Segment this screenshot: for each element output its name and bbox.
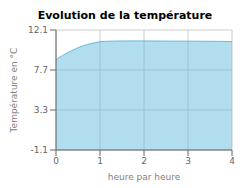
svg-text:Température en °C: Température en °C [9, 48, 19, 134]
svg-text:3: 3 [185, 156, 191, 166]
svg-text:0: 0 [53, 156, 59, 166]
svg-text:4: 4 [229, 156, 235, 166]
svg-text:3.3: 3.3 [34, 105, 48, 115]
svg-text:7.7: 7.7 [34, 65, 48, 75]
svg-text:-1.1: -1.1 [30, 145, 48, 155]
html-text:Evolution de la température: Evolution de la température [37, 9, 213, 22]
svg-text:12.1: 12.1 [28, 25, 48, 35]
svg-text:1: 1 [97, 156, 103, 166]
svg-text:2: 2 [141, 156, 147, 166]
svg-text:heure par heure: heure par heure [108, 172, 181, 182]
